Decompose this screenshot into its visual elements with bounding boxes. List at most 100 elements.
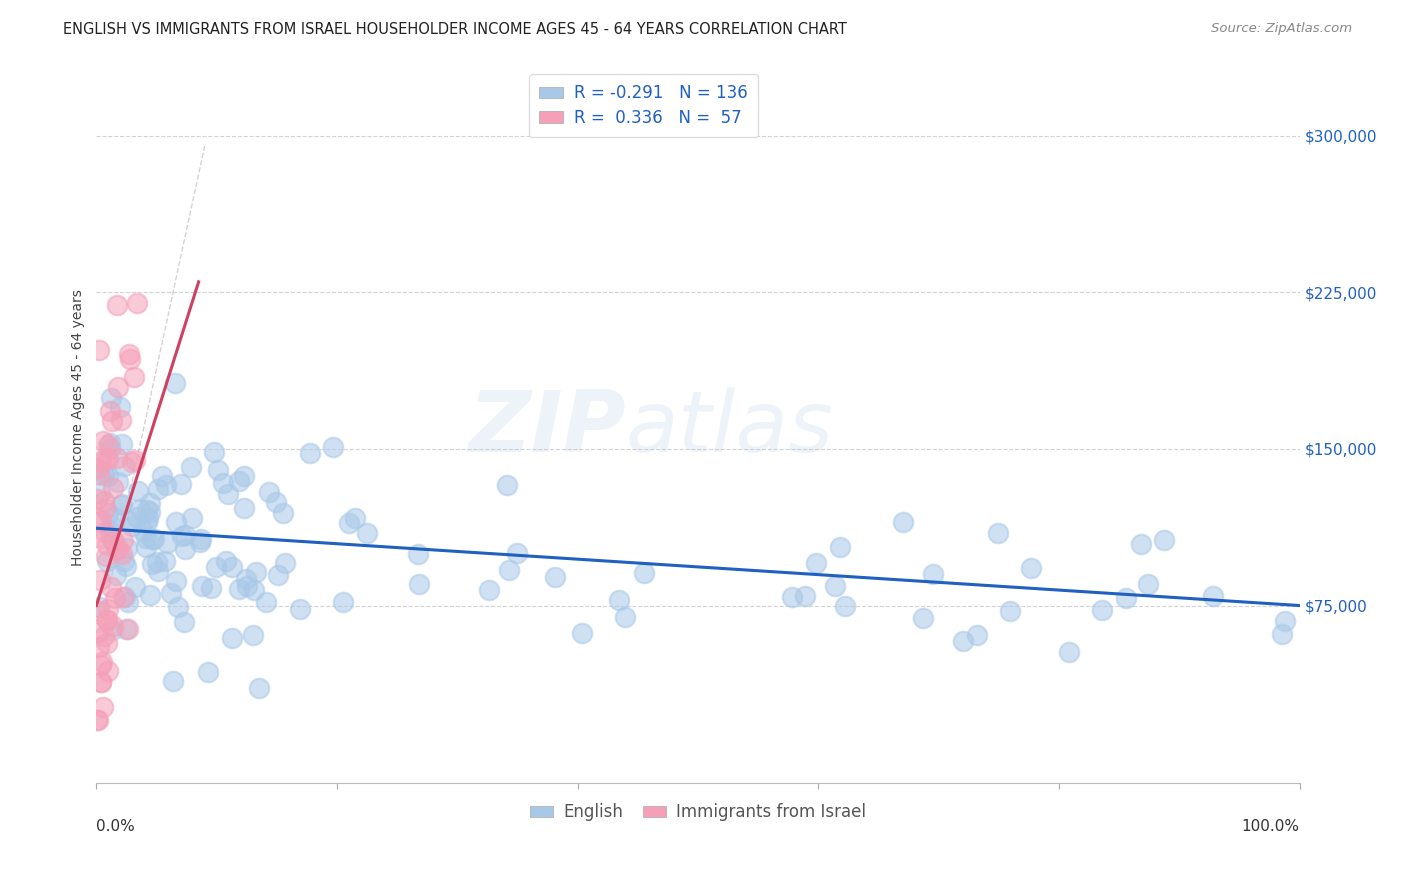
Point (828, 541, 851, 555)
Point (267, 568, 290, 582)
Point (1019, 561, 1042, 575)
Point (987, 526, 1010, 541)
Point (86, 530, 108, 544)
Legend: English, Immigrants from Israel: English, Immigrants from Israel (523, 797, 873, 828)
Point (124, 453, 146, 467)
Point (86, 714, 108, 728)
Point (952, 633, 974, 648)
Point (150, 469, 173, 483)
Point (322, 440, 344, 454)
Point (1274, 614, 1296, 628)
Point (86, 492, 108, 507)
Point (343, 511, 366, 525)
Point (103, 533, 125, 548)
Point (633, 566, 655, 581)
Point (90, 513, 112, 527)
Point (156, 536, 179, 550)
Point (202, 444, 225, 458)
Point (337, 516, 360, 530)
Point (912, 611, 935, 625)
Point (89, 640, 111, 654)
Point (101, 623, 124, 637)
Point (121, 519, 143, 533)
Point (103, 481, 125, 495)
Point (139, 496, 162, 510)
Point (228, 582, 250, 596)
Point (132, 524, 155, 539)
Point (111, 497, 134, 511)
Point (122, 369, 145, 384)
Point (332, 595, 354, 609)
Point (90, 675, 112, 690)
Point (136, 511, 159, 525)
Point (191, 579, 214, 593)
Point (180, 460, 202, 475)
Text: 100.0%: 100.0% (1241, 819, 1299, 833)
Point (824, 579, 846, 593)
Point (91, 434, 114, 448)
Point (571, 626, 593, 640)
Point (101, 619, 124, 633)
Point (174, 542, 197, 557)
Point (117, 622, 139, 636)
Point (96, 636, 118, 650)
Point (217, 487, 239, 501)
Point (91, 655, 114, 669)
Point (271, 507, 294, 521)
Point (242, 628, 264, 642)
Point (782, 591, 804, 605)
Point (96, 613, 118, 627)
Text: atlas: atlas (626, 386, 834, 469)
Point (197, 665, 219, 679)
Point (89, 604, 111, 618)
Point (96, 538, 118, 552)
Point (111, 437, 134, 451)
Point (104, 591, 127, 605)
Point (110, 413, 132, 427)
Point (188, 534, 211, 549)
Point (96, 554, 118, 568)
Point (212, 476, 235, 491)
Point (105, 298, 128, 312)
Point (274, 556, 297, 570)
Point (141, 533, 163, 547)
Point (245, 565, 267, 579)
Point (254, 595, 277, 609)
Point (107, 380, 129, 394)
Point (139, 588, 162, 602)
Point (118, 514, 141, 528)
Point (205, 560, 228, 574)
Point (97, 438, 120, 452)
Point (406, 547, 429, 561)
Point (233, 501, 256, 516)
Point (162, 674, 184, 689)
Point (110, 498, 132, 512)
Point (90, 658, 112, 673)
Point (235, 572, 257, 586)
Point (478, 582, 501, 597)
Point (170, 477, 193, 491)
Point (298, 445, 321, 459)
Point (1057, 645, 1080, 659)
Point (86, 461, 108, 475)
Point (135, 540, 157, 554)
Point (806, 556, 828, 570)
Point (98, 436, 121, 450)
Point (114, 622, 136, 636)
Point (180, 510, 202, 524)
Point (90, 675, 112, 690)
Point (91, 464, 114, 478)
Y-axis label: Householder Income Ages 45 - 64 years: Householder Income Ages 45 - 64 years (72, 290, 86, 566)
Point (101, 533, 124, 547)
Point (117, 541, 139, 555)
Point (98, 442, 121, 456)
Point (794, 589, 817, 603)
Point (498, 563, 520, 577)
Point (153, 554, 176, 568)
Point (91, 700, 114, 714)
Point (120, 351, 142, 366)
Point (114, 558, 136, 573)
Point (1091, 602, 1114, 616)
Point (89, 467, 111, 482)
Point (94, 549, 117, 563)
